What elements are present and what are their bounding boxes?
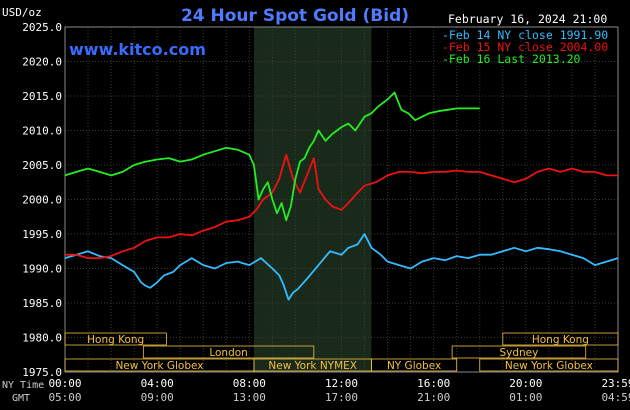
session-box (371, 358, 458, 372)
y-tick-label: 2010.0 (22, 125, 62, 138)
y-tick-label: 2025.0 (22, 21, 62, 34)
session-label: London (209, 347, 248, 359)
y-tick-label: 1980.0 (22, 332, 62, 345)
legend-entry: -Feb 14 NY close 1991.90 (442, 28, 608, 42)
price-series (64, 91, 619, 301)
y-tick-label: 2000.0 (22, 194, 62, 207)
x-tick-label-ny: 23:59 (601, 377, 630, 390)
x-tick-label-gmt: 21:00 (417, 391, 450, 404)
session-box (142, 345, 315, 359)
x-tick-label-gmt: 13:00 (233, 391, 266, 404)
x-tick-label-ny: 08:00 (233, 377, 266, 390)
y-tick-label: 2020.0 (22, 56, 62, 69)
axes: 2025.0 2020.0 2015.0 2010.0 2005.0 2000.0 1995… (2, 21, 630, 404)
x-tick-label-gmt: 09:00 (141, 391, 174, 404)
x-tick-label-gmt: 17:00 (325, 391, 358, 404)
y-tick-label: 1975.0 (22, 366, 62, 379)
x-tick-label-ny: 00:00 (48, 377, 81, 390)
x-tick-label-ny: 16:00 (417, 377, 450, 390)
date-label: February 16, 2024 21:00 (448, 12, 607, 26)
x-row-label-ny: NY Time (2, 380, 44, 391)
y-tick-label: 2005.0 (22, 159, 62, 172)
session-label: Hong Kong (532, 334, 589, 346)
x-tick-label-ny: 04:00 (141, 377, 174, 390)
x-tick-label-gmt: 01:00 (509, 391, 542, 404)
session-box (451, 345, 587, 359)
plot-border (64, 26, 619, 373)
legend-entry: -Feb 15 NY close 2004.00 (442, 40, 608, 54)
session-label: New York Globex (115, 360, 203, 372)
x-tick-label-ny: 12:00 (325, 377, 358, 390)
series-line-feb-14 (64, 233, 619, 301)
session-box (64, 332, 167, 346)
y-tick-label: 1985.0 (22, 297, 62, 310)
session-label: New York NYMEX (268, 360, 357, 372)
legend: -Feb 14 NY close 1991.90-Feb 15 NY close… (442, 28, 608, 66)
session-label: NY Globex (387, 360, 441, 372)
legend-entry: -Feb 16 Last 2013.20 (442, 52, 581, 66)
session-label: Sydney (499, 347, 538, 359)
x-tick-label-ny: 20:00 (509, 377, 542, 390)
session-box (479, 358, 619, 372)
y-tick-label: 1990.0 (22, 263, 62, 276)
series-line-feb-15 (65, 153, 618, 260)
series-line-feb-16 (64, 91, 480, 222)
session-label: New York Globex (505, 360, 593, 372)
site-label: www.kitco.com (69, 40, 206, 59)
session-label: Hong Kong (87, 334, 144, 346)
y-tick-label: 2015.0 (22, 90, 62, 103)
x-tick-label-gmt: 04:59 (601, 391, 630, 404)
session-box (502, 332, 619, 346)
y-tick-label: 1995.0 (22, 228, 62, 241)
x-tick-label-gmt: 05:00 (48, 391, 81, 404)
units-label: USD/oz (2, 6, 42, 19)
x-row-label-gmt: GMT (12, 393, 30, 404)
chart-title: 24 Hour Spot Gold (Bid) (181, 6, 409, 26)
